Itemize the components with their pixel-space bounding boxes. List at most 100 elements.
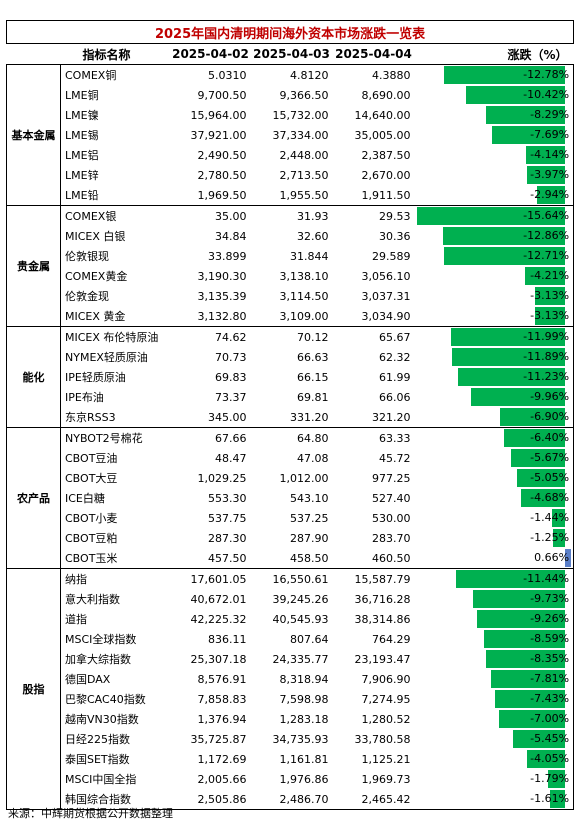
table-row: LME铜 9,700.50 9,366.50 8,690.00 -10.42% (7, 85, 575, 105)
value-date-3: 3,037.31 (361, 289, 411, 303)
value-date-1: 9,700.50 (197, 88, 247, 102)
indicator-name: LME锡 (60, 125, 171, 145)
value-date-3: 14,640.00 (354, 108, 411, 122)
category-label: 农产品 (6, 427, 61, 569)
value-date-2: 3,114.50 (279, 289, 329, 303)
change-label: -7.69% (530, 128, 570, 141)
value-date-2: 9,366.50 (279, 88, 329, 102)
value-date-2: 15,732.00 (272, 108, 329, 122)
table-row: 日经225指数 35,725.87 34,735.93 33,780.58 -5.45% (7, 729, 575, 749)
value-date-2: 37,334.00 (272, 128, 329, 142)
value-date-1: 69.83 (215, 370, 247, 384)
value-date-1: 7,858.83 (197, 692, 247, 706)
value-date-3: 764.29 (372, 632, 411, 646)
value-date-3: 1,969.73 (361, 772, 411, 786)
table-row: 股指 纳指 17,601.05 16,550.61 15,587.79 -11.44% (6, 568, 575, 810)
price-change-table: 2025年国内清明期间海外资本市场涨跌一览表 指标名称 2025-04-02 2… (5, 20, 575, 810)
change-bar (494, 690, 566, 708)
value-date-2: 331.20 (250, 407, 333, 428)
value-date-2: 2,713.50 (279, 168, 329, 182)
change-label: -1.61% (530, 792, 570, 805)
change-label: -8.35% (530, 652, 570, 665)
value-date-1: 3,135.39 (197, 289, 247, 303)
value-date-2: 1,161.81 (279, 752, 329, 766)
change-bar (442, 227, 566, 245)
change-cell: -11.89% (414, 347, 575, 367)
indicator-name: COMEX铜 (60, 64, 171, 85)
change-label: -11.89% (523, 350, 570, 363)
value-date-3: 33,780.58 (354, 732, 411, 746)
indicator-name: ICE白糖 (60, 488, 171, 508)
change-bar (452, 348, 566, 366)
value-date-2: 2,448.00 (279, 148, 329, 162)
value-date-3: 977.25 (372, 471, 411, 485)
value-date-1: 5.0310 (208, 68, 247, 82)
table-row: 基本金属 COMEX铜 5.0310 4.8120 4.3880 -12.78% (6, 64, 575, 206)
change-label: -1.44% (530, 511, 570, 524)
change-cell: -4.21% (414, 266, 575, 286)
change-label: -9.73% (530, 592, 570, 605)
indicator-name: CBOT豆粕 (60, 528, 171, 548)
value-date-1: 8,576.91 (197, 672, 247, 686)
header-change: 涨跌（%） (414, 43, 574, 65)
change-label: -4.68% (530, 491, 570, 504)
table-row: 贵金属 COMEX银 35.00 31.93 29.53 -15.64% (6, 205, 575, 327)
table-row: 加拿大综指数 25,307.18 24,335.77 23,193.47 -8.35% (7, 649, 575, 669)
change-label: -7.81% (530, 672, 570, 685)
change-cell: -5.05% (414, 468, 575, 488)
indicator-name: NYBOT2号棉花 (60, 427, 171, 448)
table-row: COMEX黄金 3,190.30 3,138.10 3,056.10 -4.21% (7, 266, 575, 286)
change-label: -4.05% (530, 752, 570, 765)
value-date-3: 460.50 (332, 548, 415, 569)
value-date-2: 8,318.94 (279, 672, 329, 686)
source-note: 来源：中辉期货根据公开数据整理 (8, 807, 173, 820)
value-date-1: 40,672.01 (190, 592, 247, 606)
value-date-1: 35.00 (215, 209, 247, 223)
header-date-1: 2025-04-02 (170, 43, 251, 65)
table-title: 2025年国内清明期间海外资本市场涨跌一览表 (5, 20, 575, 44)
change-cell: -3.97% (414, 165, 575, 185)
value-date-1: 35,725.87 (190, 732, 247, 746)
value-date-2: 3,138.10 (279, 269, 329, 283)
change-bar (549, 790, 566, 808)
value-date-2: 39,245.26 (272, 592, 329, 606)
change-bar (551, 509, 566, 527)
indicator-name: IPE轻质原油 (60, 367, 171, 387)
indicator-name: 道指 (60, 609, 171, 629)
value-date-3: 61.99 (379, 370, 411, 384)
indicator-name: 意大利指数 (60, 589, 171, 609)
indicator-name: MICEX 布伦特原油 (60, 326, 171, 347)
value-date-2: 64.80 (297, 431, 329, 445)
value-date-3: 62.32 (379, 350, 411, 364)
value-date-3: 8,690.00 (361, 88, 411, 102)
table-row: 农产品 NYBOT2号棉花 67.66 64.80 63.33 -6.40% (6, 427, 575, 569)
value-date-1: 25,307.18 (190, 652, 247, 666)
value-date-2: 1,012.00 (279, 471, 329, 485)
value-date-2: 66.15 (297, 370, 329, 384)
indicator-name: COMEX黄金 (60, 266, 171, 286)
indicator-name: 越南VN30指数 (60, 709, 171, 729)
change-label: -4.14% (530, 148, 570, 161)
change-label: -8.29% (530, 108, 570, 121)
change-label: -6.40% (530, 431, 570, 444)
indicator-name: CBOT豆油 (60, 448, 171, 468)
table-row: 伦敦银现 33.899 31.844 29.589 -12.71% (7, 246, 575, 266)
change-label: -15.64% (523, 209, 570, 222)
change-cell: 0.66% (414, 548, 575, 569)
table-row: 德国DAX 8,576.91 8,318.94 7,906.90 -7.81% (7, 669, 575, 689)
value-date-3: 66.06 (379, 390, 411, 404)
value-date-1: 553.30 (208, 491, 247, 505)
value-date-1: 2,505.86 (170, 789, 251, 810)
indicator-name: MSCI全球指数 (60, 629, 171, 649)
value-date-3: 30.36 (379, 229, 411, 243)
value-date-3: 321.20 (332, 407, 415, 428)
table-row: LME铝 2,490.50 2,448.00 2,387.50 -4.14% (7, 145, 575, 165)
change-cell: -3.13% (414, 306, 575, 327)
change-cell: -11.23% (414, 367, 575, 387)
change-cell: -6.90% (414, 407, 575, 428)
value-date-2: 31.93 (297, 209, 329, 223)
change-label: -3.97% (530, 168, 570, 181)
change-label: -6.90% (530, 410, 570, 423)
change-bar (485, 650, 566, 668)
